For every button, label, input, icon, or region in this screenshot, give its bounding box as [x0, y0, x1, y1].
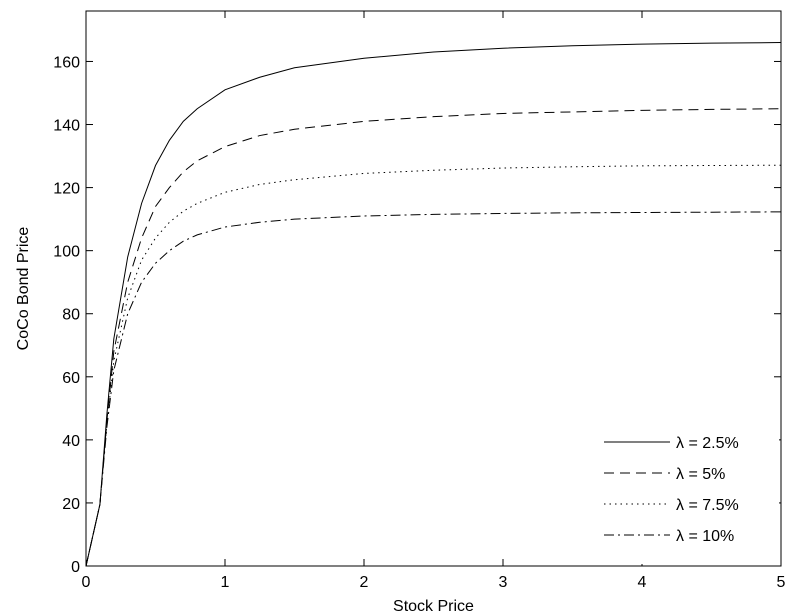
legend: λ = 2.5% λ = 5% λ = 7.5% λ = 10%	[594, 428, 779, 564]
legend-label-4: λ = 10%	[676, 528, 734, 545]
x-tick-label: 3	[499, 574, 508, 591]
y-tick-label: 0	[71, 559, 80, 576]
x-tick-label: 5	[777, 574, 786, 591]
x-axis-ticks: 0 1 2 3 4 5	[82, 11, 786, 591]
y-tick-label: 60	[62, 370, 80, 387]
x-tick-label: 4	[638, 574, 647, 591]
legend-box	[594, 428, 779, 564]
x-axis-title: Stock Price	[393, 598, 474, 615]
series-line-1	[85, 42, 782, 567]
y-tick-label: 40	[62, 433, 80, 450]
x-tick-label: 1	[221, 574, 230, 591]
series-line-4	[85, 211, 782, 567]
legend-label-1: λ = 2.5%	[676, 435, 739, 452]
x-tick-label: 0	[82, 574, 91, 591]
y-tick-label: 140	[53, 118, 80, 135]
series-line-3	[85, 164, 782, 567]
y-tick-label: 80	[62, 307, 80, 324]
y-tick-label: 100	[53, 244, 80, 261]
x-tick-label: 2	[360, 574, 369, 591]
y-tick-label: 120	[53, 181, 80, 198]
legend-label-2: λ = 5%	[676, 466, 725, 483]
y-tick-label: 160	[53, 54, 80, 71]
series-line-2	[85, 108, 782, 567]
y-axis-ticks: 0 20 40 60 80 100 120 140 160	[53, 54, 781, 576]
y-axis-title: CoCo Bond Price	[15, 227, 32, 351]
y-tick-label: 20	[62, 496, 80, 513]
series-lines	[85, 42, 782, 567]
legend-label-3: λ = 7.5%	[676, 497, 739, 514]
